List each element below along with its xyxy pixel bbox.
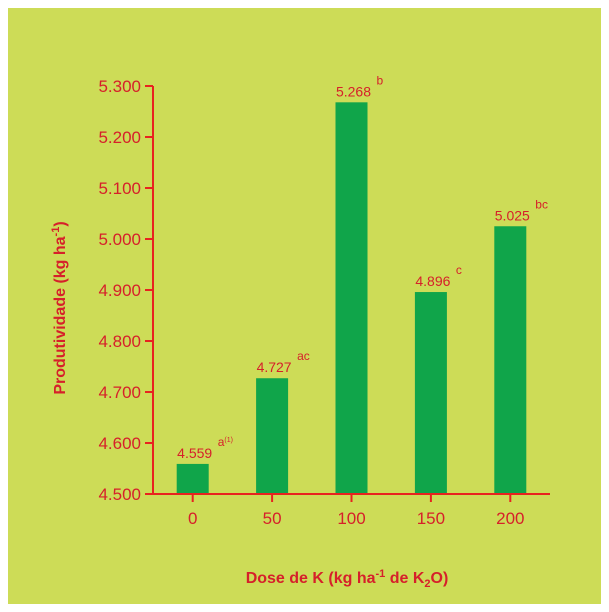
x-tick-label: 150 bbox=[417, 509, 445, 528]
y-tick-label: 4.500 bbox=[98, 485, 141, 504]
y-axis-title-suffix: ) bbox=[52, 221, 69, 226]
x-tick-label: 200 bbox=[496, 509, 524, 528]
y-axis-title: Produtividade (kg ha-1) bbox=[50, 221, 69, 394]
value-label: 5.268 bbox=[336, 83, 371, 99]
bar bbox=[335, 102, 368, 494]
bar-chart: 4.500 4.600 4.700 4.800 4.900 5.000 5.100 5.200… bbox=[8, 8, 601, 604]
y-tick-label: 5.100 bbox=[98, 179, 141, 198]
value-label: 4.559 bbox=[177, 445, 212, 461]
x-tick-label: 100 bbox=[337, 509, 365, 528]
significance-letter: bc bbox=[535, 197, 548, 211]
significance-letter: ac bbox=[297, 349, 310, 363]
x-axis-title-part2: de K bbox=[385, 570, 425, 587]
y-tick-label: 4.700 bbox=[98, 383, 141, 402]
bars bbox=[176, 102, 527, 494]
y-tick-label: 4.900 bbox=[98, 281, 141, 300]
y-axis-ticks: 4.500 4.600 4.700 4.800 4.900 5.000 5.100 5.200… bbox=[98, 77, 153, 504]
y-tick-label: 5.200 bbox=[98, 128, 141, 147]
value-label: 4.896 bbox=[415, 273, 450, 289]
x-axis-title-part3: O) bbox=[431, 570, 449, 587]
bar bbox=[176, 463, 209, 494]
significance-letter: c bbox=[456, 263, 462, 277]
x-axis-title-sub: 2 bbox=[424, 578, 430, 590]
x-axis-title-part1: Dose de K (kg ha bbox=[246, 570, 376, 587]
x-axis-title-sup: -1 bbox=[376, 568, 386, 580]
footnote-marker: (1) bbox=[224, 437, 233, 444]
value-label: 4.727 bbox=[257, 359, 292, 375]
y-tick-label: 5.300 bbox=[98, 77, 141, 96]
value-label: 5.025 bbox=[495, 207, 530, 223]
significance-letter: b bbox=[377, 73, 384, 87]
y-axis-title-text: Produtividade (kg ha bbox=[52, 236, 69, 394]
x-axis-ticks: 0 50 100 150 200 bbox=[188, 494, 524, 528]
x-tick-label: 50 bbox=[263, 509, 282, 528]
y-tick-label: 4.600 bbox=[98, 434, 141, 453]
y-axis-title-sup: -1 bbox=[50, 227, 62, 237]
x-axis-title: Dose de K (kg ha-1 de K2O) bbox=[246, 568, 449, 590]
bar bbox=[414, 292, 447, 494]
x-tick-label: 0 bbox=[188, 509, 197, 528]
y-tick-label: 4.800 bbox=[98, 332, 141, 351]
bar bbox=[256, 378, 289, 494]
y-tick-label: 5.000 bbox=[98, 230, 141, 249]
bar bbox=[494, 226, 527, 494]
